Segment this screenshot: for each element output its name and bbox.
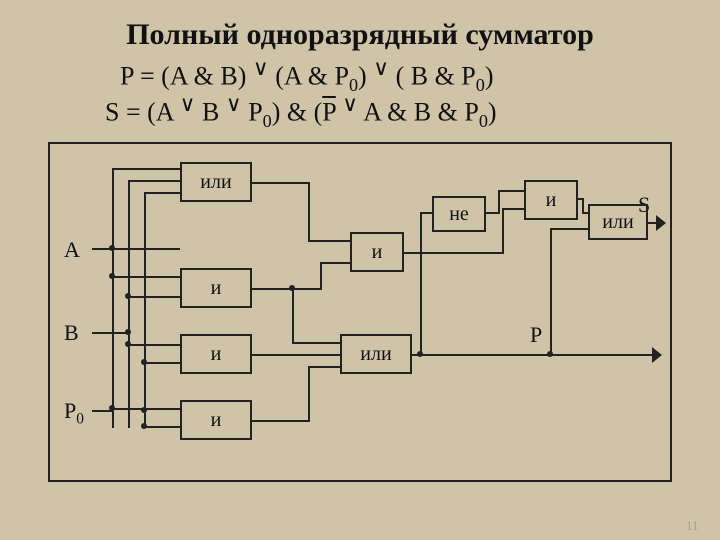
junction-dot-3	[125, 293, 131, 299]
gate-and_row3: и	[180, 400, 252, 440]
wire-23	[308, 366, 310, 422]
wire-7	[128, 180, 180, 182]
wire-21	[252, 354, 340, 356]
page-number: 11	[686, 518, 699, 534]
gate-or_mid: или	[340, 334, 412, 374]
wire-15	[252, 182, 308, 184]
gate-and_row1: и	[180, 268, 252, 308]
wire-9	[112, 276, 180, 278]
wire-10	[128, 296, 180, 298]
wire-25	[412, 354, 660, 356]
diagram-frame	[48, 142, 672, 482]
wire-39	[550, 228, 552, 356]
junction-dot-4	[125, 341, 131, 347]
junction-dot-8	[141, 423, 147, 429]
wire-0	[92, 248, 180, 250]
junction-dot-7	[141, 407, 147, 413]
wire-17	[308, 240, 350, 242]
gate-or_top: или	[180, 162, 252, 202]
arrowhead-1	[656, 215, 666, 231]
wire-5	[144, 192, 146, 428]
wire-30	[498, 190, 524, 192]
arrowhead-0	[652, 347, 662, 363]
wire-16	[308, 182, 310, 242]
slide-title: Полный одноразрядный сумматор	[0, 18, 720, 52]
gate-not: не	[432, 196, 486, 232]
wire-19	[320, 262, 322, 290]
wire-32	[502, 208, 504, 254]
wire-11	[128, 344, 180, 346]
wire-22	[252, 420, 308, 422]
junction-dot-1	[125, 329, 131, 335]
wire-20	[320, 262, 350, 264]
wire-14	[144, 426, 180, 428]
junction-dot-11	[547, 351, 553, 357]
wire-40	[550, 228, 588, 230]
equation-p: P = (A & B) ∨ (A & P0) ∨ ( B & P0)	[120, 56, 494, 96]
junction-dot-9	[417, 351, 423, 357]
wire-6	[112, 168, 180, 170]
wire-12	[144, 362, 180, 364]
wire-18	[252, 288, 322, 290]
input-label-p0: P0	[64, 398, 84, 428]
gate-or_right: или	[588, 204, 648, 240]
wire-36	[582, 212, 588, 214]
junction-dot-5	[141, 359, 147, 365]
gate-and_upper: и	[350, 232, 404, 272]
wire-38	[292, 342, 340, 344]
wire-3	[112, 168, 114, 428]
wire-29	[498, 190, 500, 214]
output-label-p: P	[530, 322, 542, 348]
wire-37	[292, 288, 294, 344]
gate-and_row2: и	[180, 334, 252, 374]
wire-27	[420, 212, 432, 214]
wire-31	[404, 252, 504, 254]
slide: Полный одноразрядный сумматор P = (A & B…	[0, 0, 720, 540]
input-label-b: B	[64, 320, 79, 346]
wire-2	[92, 410, 112, 412]
wire-4	[128, 180, 130, 428]
wire-33	[502, 208, 524, 210]
gate-and_right: и	[524, 180, 578, 220]
junction-dot-0	[109, 245, 115, 251]
wire-8	[144, 192, 180, 194]
wire-26	[420, 212, 422, 356]
wire-24	[308, 366, 340, 368]
junction-dot-6	[109, 405, 115, 411]
junction-dot-10	[289, 285, 295, 291]
equation-s: S = (A ∨ B ∨ P0) & (P ∨ A & B & P0)	[105, 92, 497, 132]
junction-dot-2	[109, 273, 115, 279]
input-label-a: A	[64, 237, 80, 263]
wire-1	[92, 332, 128, 334]
